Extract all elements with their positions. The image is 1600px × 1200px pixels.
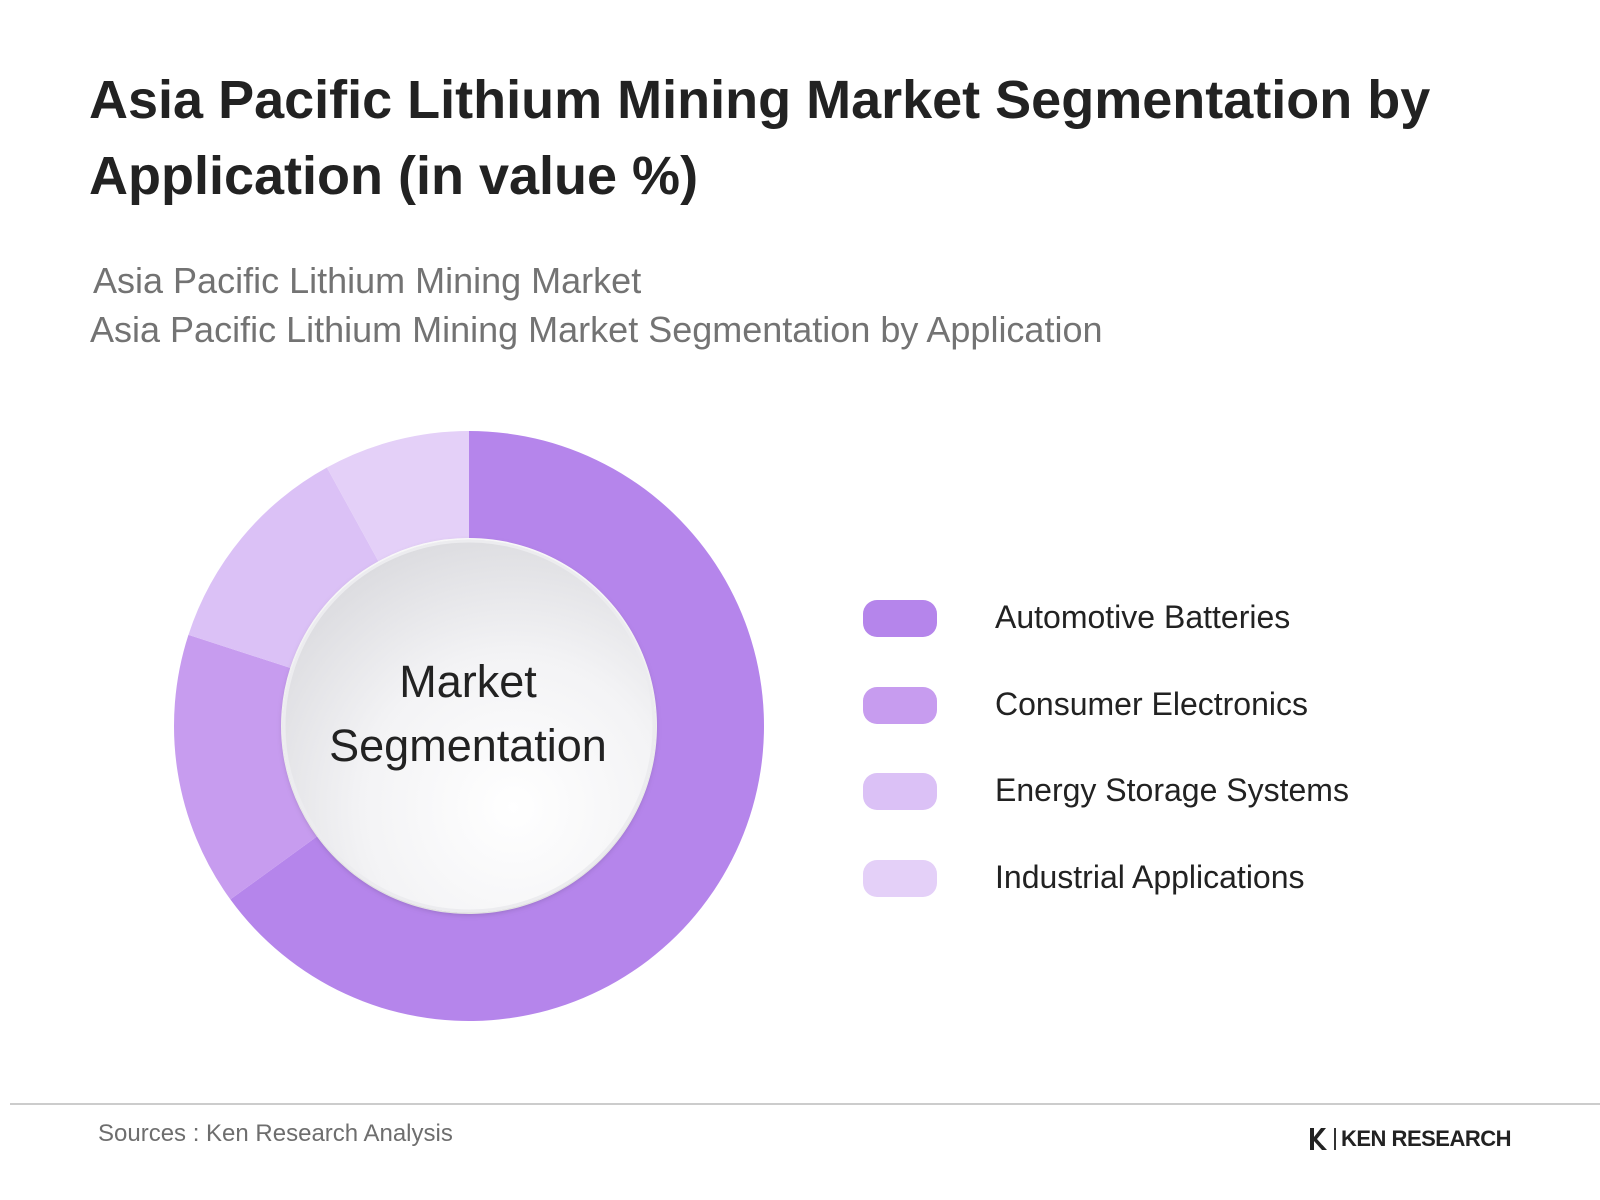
chart-subtitle-market: Asia Pacific Lithium Mining Market	[93, 260, 642, 301]
ken-research-k-icon	[1310, 1128, 1327, 1150]
legend-swatch	[863, 600, 937, 637]
donut-slice-industrial-applications	[326, 431, 469, 562]
donut-slice-energy-storage-systems	[188, 467, 379, 668]
chart-title: Asia Pacific Lithium Mining Market Segme…	[89, 70, 1431, 206]
legend-swatch	[863, 859, 937, 897]
legend-swatch	[863, 686, 937, 724]
brand-logo: KEN RESEARCH	[1308, 1124, 1512, 1154]
legend-label: Energy Storage Systems	[995, 772, 1349, 808]
donut-center-label: Market Segmentation	[288, 650, 648, 778]
legend-item-energy-storage-systems: Energy Storage Systems	[863, 771, 1483, 858]
brand-separator	[1334, 1128, 1336, 1150]
legend-item-industrial-applications: Industrial Applications	[863, 858, 1483, 945]
legend-swatch	[863, 773, 937, 810]
donut-slices	[173, 431, 765, 1022]
legend-label: Consumer Electronics	[995, 685, 1308, 722]
center-label-line-1: Market	[399, 656, 537, 707]
center-label-line-2: Segmentation	[329, 720, 607, 771]
legend-item-automotive-batteries: Automotive Batteries	[863, 598, 1483, 685]
donut-center-hub	[282, 539, 656, 913]
brand-name: KEN RESEARCH	[1341, 1126, 1512, 1151]
sources-note: Sources : Ken Research Analysis	[98, 1120, 453, 1147]
footer-divider	[10, 1103, 1600, 1105]
chart-subtitle-segmentation: Asia Pacific Lithium Mining Market Segme…	[90, 309, 1103, 350]
legend-item-consumer-electronics: Consumer Electronics	[863, 685, 1483, 772]
legend-label: Automotive Batteries	[995, 599, 1291, 635]
chart-legend: Automotive Batteries Consumer Electronics…	[863, 598, 1483, 944]
donut-slice-consumer-electronics	[173, 634, 317, 900]
donut-slice-automotive-batteries	[230, 431, 765, 1022]
legend-label: Industrial Applications	[995, 858, 1305, 895]
